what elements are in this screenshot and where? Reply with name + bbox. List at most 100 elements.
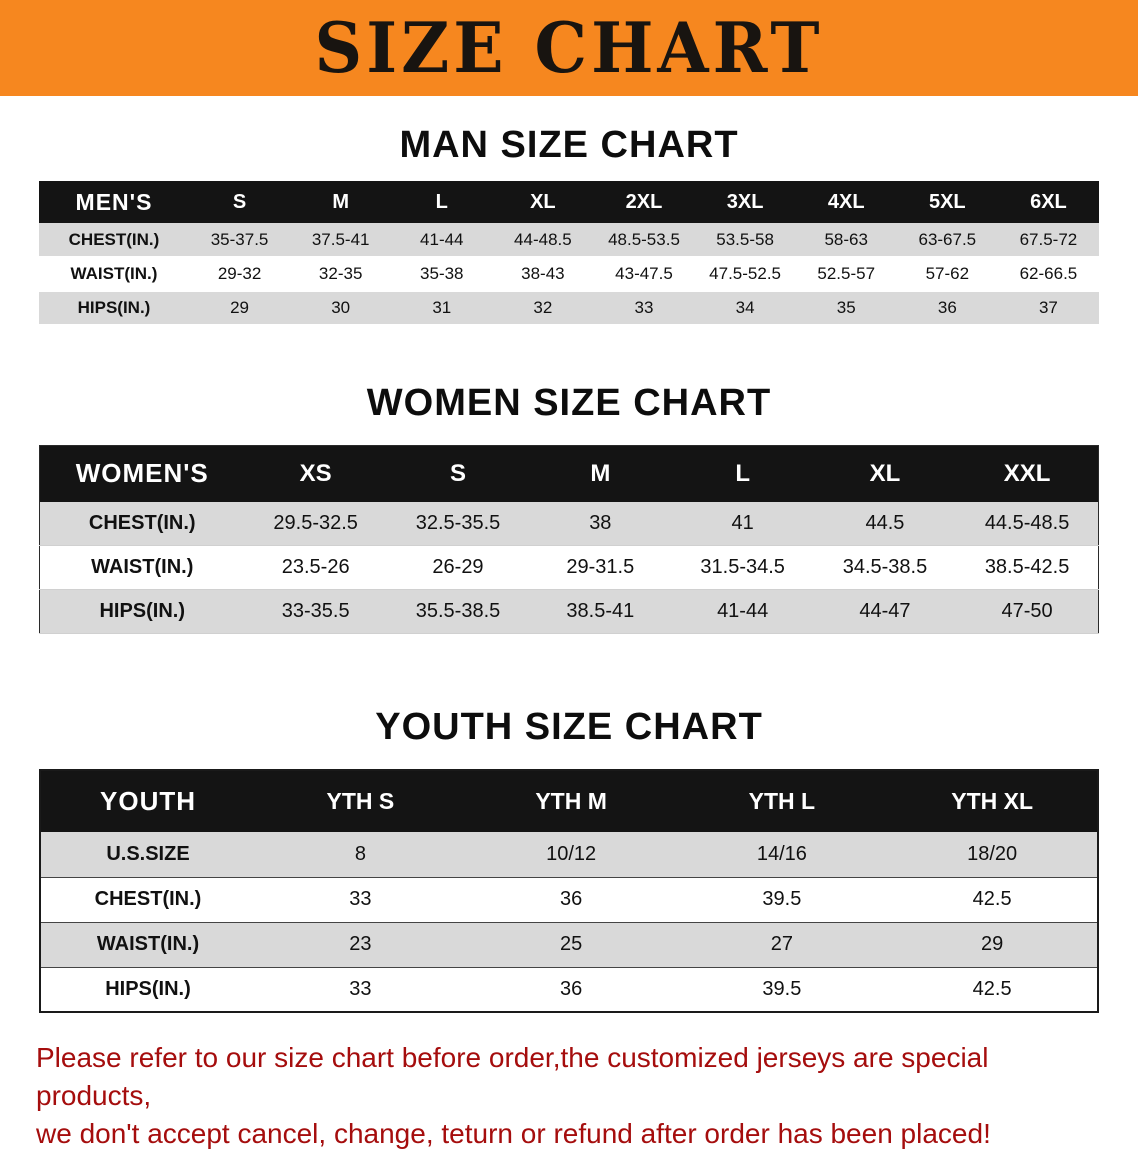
value-cell: 41-44: [717, 600, 769, 622]
value-cell: 44.5-48.5: [984, 511, 1070, 534]
size-header-cell: XS: [244, 445, 387, 502]
value-cell: 35-38: [420, 264, 464, 283]
value-cell: 32: [533, 298, 553, 317]
value-cell: 32-35: [318, 264, 363, 283]
value-cell: 29: [230, 298, 250, 317]
size-header-cell: 3XL: [694, 181, 796, 223]
value-cell: 35-37.5: [210, 229, 269, 249]
page-title: SIZE CHART: [314, 7, 824, 89]
women-chart-title: WOMEN SIZE CHART: [366, 382, 772, 424]
size-header-cell: 2XL: [593, 181, 695, 223]
row-label-cell: HIPS(IN.): [105, 977, 191, 1000]
value-cell: 31.5-34.5: [700, 556, 785, 578]
value-cell: 42.5: [972, 888, 1012, 910]
row-label-cell: HIPS(IN.): [77, 298, 151, 317]
size-header-cell: YTH M: [465, 770, 677, 832]
value-cell: 38.5-42.5: [984, 556, 1070, 578]
value-cell: 35.5-38.5: [415, 600, 501, 622]
value-cell: 8: [354, 842, 366, 865]
size-header-cell: M: [290, 181, 392, 223]
men-section: MAN SIZE CHART MEN'S S M L XL 2XL 3XL 4XL 5XL 6XL…: [0, 96, 1138, 326]
value-cell: 44.5: [865, 511, 905, 534]
value-cell: 31: [432, 298, 452, 317]
value-cell: 62-66.5: [1019, 264, 1078, 283]
men-size-table: MEN'S S M L XL 2XL 3XL 4XL 5XL 6XL CHEST(IN.) 35-37…: [39, 181, 1099, 326]
value-cell: 10/12: [546, 842, 597, 865]
value-cell: 30: [331, 298, 351, 317]
table-row: WAIST(IN.) 23.5-26 26-29 29-31.5 31.5-34.5 34…: [39, 545, 1099, 590]
value-cell: 37.5-41: [311, 229, 370, 249]
value-cell: 36: [937, 298, 957, 317]
table-title-cell: MEN'S: [39, 181, 189, 223]
value-cell: 41: [731, 511, 754, 534]
value-cell: 25: [560, 933, 583, 955]
row-label-cell: CHEST(IN.): [94, 888, 202, 910]
value-cell: 63-67.5: [918, 229, 977, 249]
value-cell: 14/16: [756, 842, 807, 865]
size-header-cell: YTH S: [255, 770, 466, 832]
row-label-cell: WAIST(IN.): [96, 933, 200, 955]
value-cell: 47-50: [1001, 600, 1053, 622]
value-cell: 23.5-26: [281, 556, 350, 578]
value-cell: 33-35.5: [281, 600, 350, 622]
size-header-cell: M: [529, 445, 672, 502]
table-title-cell: YOUTH: [40, 770, 255, 832]
value-cell: 36: [560, 977, 583, 1000]
disclaimer-line-2: we don't accept cancel, change, teturn o…: [36, 1117, 991, 1149]
value-cell: 44-47: [859, 600, 911, 622]
value-cell: 67.5-72: [1019, 229, 1078, 249]
value-cell: 26-29: [432, 556, 484, 578]
row-label-cell: CHEST(IN.): [88, 511, 196, 534]
value-cell: 23: [349, 933, 372, 955]
value-cell: 29.5-32.5: [273, 511, 358, 534]
value-cell: 47.5-52.5: [709, 264, 782, 283]
table-row: HIPS(IN.) 29 30 31 32 33 34 35 36 37: [39, 291, 1099, 325]
women-section: WOMEN SIZE CHART WOMEN'S XS S M L XL XXL CHEST(…: [0, 326, 1138, 634]
size-header-cell: XL: [813, 445, 957, 502]
size-header-cell: 5XL: [896, 181, 998, 223]
size-header-cell: S: [386, 445, 530, 502]
size-header-cell: XL: [492, 181, 594, 223]
value-cell: 38: [589, 511, 612, 534]
table-header-row: YOUTH YTH S YTH M YTH L YTH XL: [40, 770, 1098, 832]
row-label-cell: WAIST(IN.): [91, 556, 194, 578]
row-label-cell: U.S.SIZE: [106, 842, 190, 865]
youth-size-table: YOUTH YTH S YTH M YTH L YTH XL U.S.SIZE 8 10/12…: [39, 769, 1099, 1013]
value-cell: 34: [735, 298, 755, 317]
value-cell: 29: [981, 933, 1004, 955]
value-cell: 57-62: [925, 264, 970, 283]
value-cell: 43-47.5: [615, 264, 673, 283]
disclaimer: Please refer to our size chart before or…: [0, 1039, 1138, 1152]
table-row: HIPS(IN.) 33 36 39.5 42.5: [40, 967, 1098, 1012]
disclaimer-line-1: Please refer to our size chart before or…: [36, 1042, 989, 1111]
table-header-row: MEN'S S M L XL 2XL 3XL 4XL 5XL 6XL: [39, 181, 1099, 223]
table-header-row: WOMEN'S XS S M L XL XXL: [39, 445, 1099, 502]
table-row: WAIST(IN.) 29-32 32-35 35-38 38-43 43-47.5 47.…: [39, 257, 1099, 291]
value-cell: 33: [349, 977, 372, 1000]
value-cell: 48.5-53.5: [608, 229, 680, 249]
table-row: WAIST(IN.) 23 25 27 29: [40, 922, 1098, 967]
value-cell: 34.5-38.5: [842, 556, 928, 578]
youth-chart-title: YOUTH SIZE CHART: [375, 706, 763, 748]
value-cell: 29-32: [217, 264, 262, 283]
size-header-cell: XXL: [956, 445, 1099, 502]
table-row: CHEST(IN.) 29.5-32.5 32.5-35.5 38 41 44.5 44.5…: [39, 501, 1099, 546]
men-chart-title: MAN SIZE CHART: [399, 124, 739, 166]
value-cell: 33: [349, 888, 372, 910]
size-header-cell: YTH XL: [887, 770, 1098, 832]
size-header-cell: L: [391, 181, 493, 223]
value-cell: 41-44: [420, 229, 464, 249]
value-cell: 38.5-41: [566, 600, 635, 622]
value-cell: 18/20: [967, 842, 1018, 865]
table-row: CHEST(IN.) 33 36 39.5 42.5: [40, 877, 1098, 922]
size-header-cell: 6XL: [997, 181, 1099, 223]
value-cell: 33: [634, 298, 654, 317]
size-header-cell: 4XL: [795, 181, 897, 223]
row-label-cell: CHEST(IN.): [68, 229, 160, 249]
size-header-cell: L: [671, 445, 814, 502]
youth-section: YOUTH SIZE CHART YOUTH YTH S YTH M YTH L YTH…: [0, 634, 1138, 1013]
value-cell: 27: [770, 933, 793, 955]
table-row: CHEST(IN.) 35-37.5 37.5-41 41-44 44-48.5 48.5…: [39, 223, 1099, 257]
value-cell: 53.5-58: [716, 229, 774, 249]
row-label-cell: HIPS(IN.): [99, 600, 186, 622]
